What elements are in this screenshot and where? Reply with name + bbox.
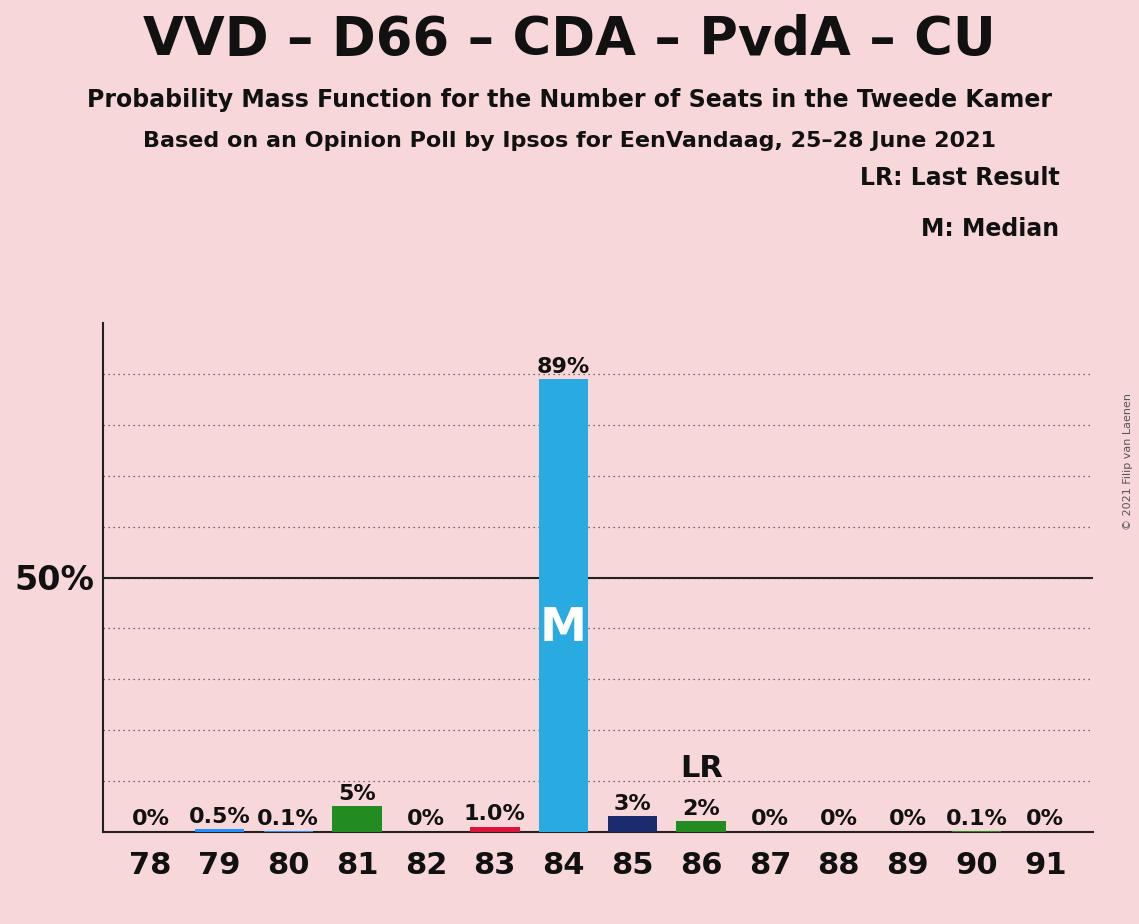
- Text: 0%: 0%: [751, 809, 789, 829]
- Text: M: M: [540, 605, 587, 650]
- Text: 0%: 0%: [820, 809, 858, 829]
- Text: 2%: 2%: [682, 799, 720, 819]
- Text: 1.0%: 1.0%: [464, 804, 526, 824]
- Text: VVD – D66 – CDA – PvdA – CU: VVD – D66 – CDA – PvdA – CU: [144, 14, 995, 66]
- Text: 3%: 3%: [614, 794, 652, 814]
- Text: 0%: 0%: [132, 809, 170, 829]
- Text: 0.1%: 0.1%: [257, 808, 319, 829]
- Text: 0%: 0%: [1026, 809, 1064, 829]
- Text: © 2021 Filip van Laenen: © 2021 Filip van Laenen: [1123, 394, 1133, 530]
- Bar: [195, 829, 244, 832]
- Bar: [470, 826, 519, 832]
- Text: 0%: 0%: [407, 809, 445, 829]
- Text: LR: Last Result: LR: Last Result: [860, 166, 1059, 190]
- Bar: [607, 817, 657, 832]
- Text: 0.5%: 0.5%: [189, 807, 251, 826]
- Bar: [333, 806, 382, 832]
- Bar: [539, 379, 589, 832]
- Text: 89%: 89%: [536, 357, 590, 377]
- Text: 0.1%: 0.1%: [945, 808, 1007, 829]
- Text: Probability Mass Function for the Number of Seats in the Tweede Kamer: Probability Mass Function for the Number…: [87, 88, 1052, 112]
- Text: M: Median: M: Median: [921, 217, 1059, 241]
- Text: 0%: 0%: [888, 809, 927, 829]
- Text: LR: LR: [680, 754, 722, 784]
- Text: Based on an Opinion Poll by Ipsos for EenVandaag, 25–28 June 2021: Based on an Opinion Poll by Ipsos for Ee…: [144, 131, 995, 152]
- Bar: [677, 821, 726, 832]
- Text: 5%: 5%: [338, 784, 376, 804]
